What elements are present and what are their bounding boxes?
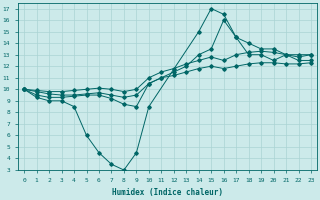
X-axis label: Humidex (Indice chaleur): Humidex (Indice chaleur) xyxy=(112,188,223,197)
